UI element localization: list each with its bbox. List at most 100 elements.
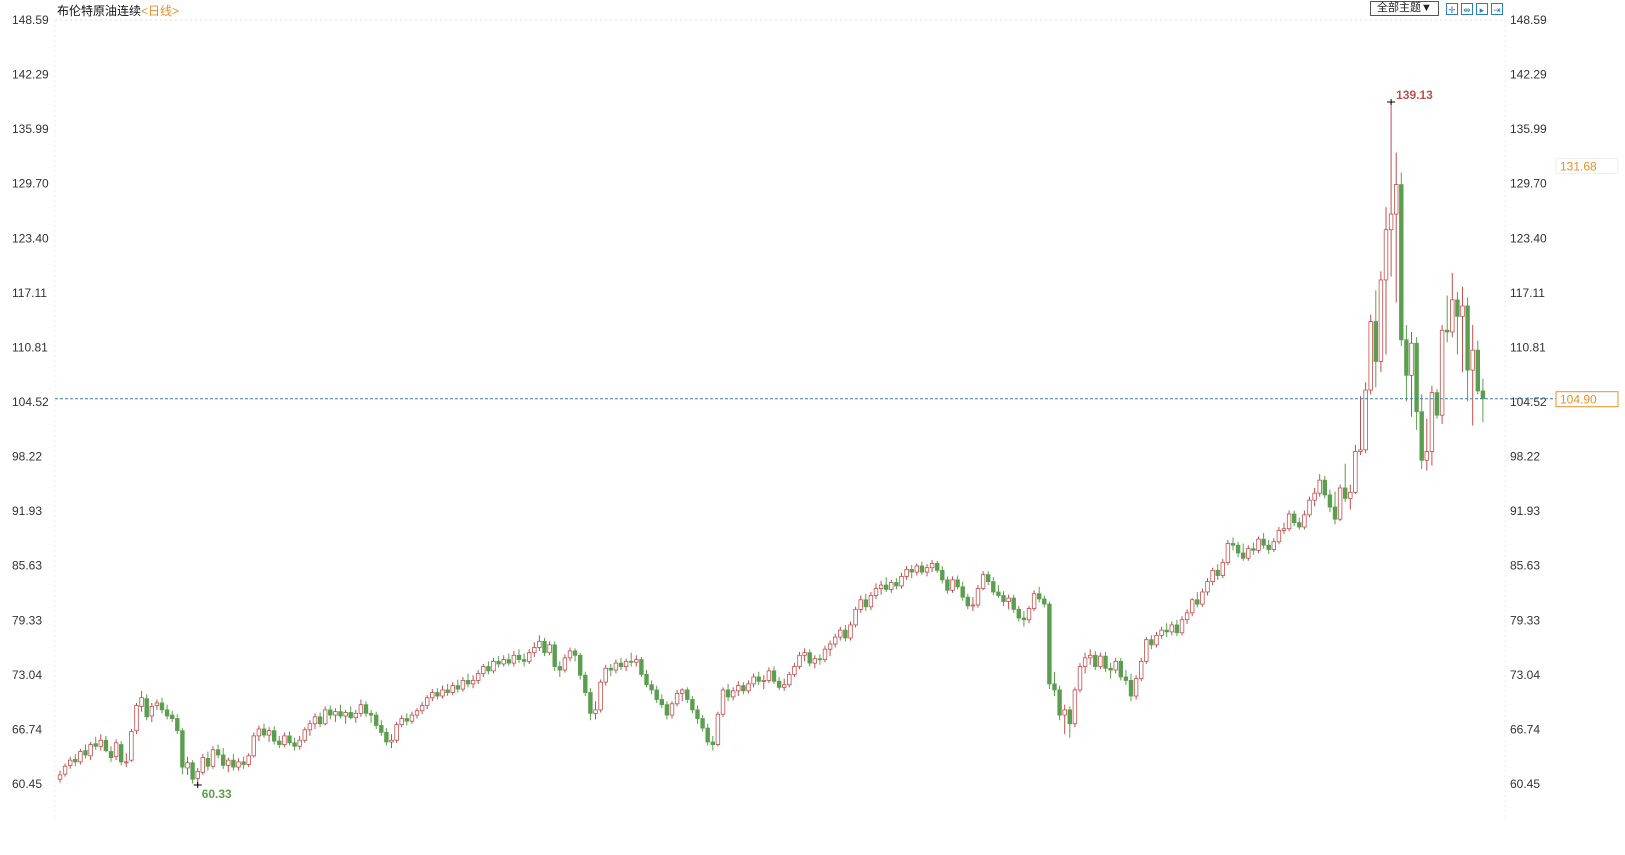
jump-to-end-icon[interactable]: ⇥	[1490, 2, 1503, 15]
candle-body	[1383, 229, 1389, 281]
candle-body	[613, 662, 619, 671]
candle-body	[241, 761, 246, 765]
candle-body	[506, 659, 511, 664]
candle-body	[674, 693, 680, 705]
candle-body	[1128, 680, 1134, 697]
candle-body	[1139, 660, 1144, 680]
candle-body	[261, 728, 267, 736]
candle-body	[1021, 617, 1027, 621]
zoom-range-icon[interactable]: ⇹	[1460, 2, 1473, 15]
high-marker-icon	[1387, 98, 1396, 105]
candle-body	[623, 660, 629, 667]
candle-body	[215, 749, 221, 756]
candle-body	[843, 629, 848, 639]
candle-body	[134, 705, 139, 732]
candle-body	[424, 697, 430, 706]
candle-body	[996, 591, 1001, 596]
candle-body	[1292, 513, 1297, 524]
candle-body	[731, 690, 736, 698]
candle-body	[1475, 349, 1480, 392]
candle-body	[537, 641, 542, 648]
candle-body	[251, 735, 256, 757]
candle-body	[583, 674, 588, 693]
candle-body	[797, 654, 802, 667]
candle-body	[659, 699, 664, 706]
candle-body	[491, 660, 496, 672]
candle-body	[1429, 392, 1435, 452]
candle-body	[827, 643, 833, 650]
period-selector[interactable]: <日线>	[141, 4, 180, 18]
candle-body	[955, 579, 960, 588]
candle-body	[1414, 342, 1419, 413]
candle-body	[761, 680, 766, 682]
candle-body	[868, 595, 874, 608]
candle-body	[1108, 667, 1113, 671]
candle-body	[1164, 629, 1169, 633]
candle-body	[328, 709, 333, 716]
candle-body	[185, 762, 190, 769]
left-tick-label: 123.40	[12, 231, 49, 245]
candle-body	[1465, 305, 1470, 371]
candle-body	[83, 750, 88, 756]
candle-body	[685, 689, 690, 700]
candle-body	[1332, 506, 1338, 520]
candle-body	[991, 581, 996, 593]
left-tick-label: 148.59	[12, 13, 49, 27]
candle-body	[1225, 543, 1231, 563]
candle-body	[1241, 552, 1246, 559]
candle-body	[379, 725, 384, 733]
candle-body	[1460, 305, 1465, 317]
candle-body	[1368, 321, 1373, 391]
candle-body	[720, 689, 726, 715]
candle-body	[404, 718, 409, 722]
candle-body	[980, 574, 986, 589]
high-price-label: 139.13	[1396, 88, 1433, 102]
candle-body	[986, 574, 991, 583]
candle-body	[373, 714, 379, 726]
candle-body	[1149, 639, 1154, 646]
candle-body	[1082, 657, 1088, 667]
candle-body	[1031, 593, 1037, 609]
right-tick-label: 73.04	[1510, 668, 1540, 682]
candle-body	[73, 758, 78, 763]
candle-body	[246, 755, 251, 765]
candle-body	[741, 685, 746, 692]
candle-body	[1230, 543, 1236, 546]
candle-body	[1419, 411, 1424, 461]
candle-body	[629, 660, 634, 663]
right-tick-label: 85.63	[1510, 559, 1540, 573]
candle-body	[950, 579, 955, 591]
candle-body	[838, 629, 843, 638]
candle-body	[965, 596, 970, 607]
instrument-name: 布伦特原油连续	[57, 4, 142, 18]
candle-body	[256, 728, 262, 737]
candle-body	[57, 774, 63, 780]
candle-body	[129, 731, 134, 761]
crosshair-icon[interactable]: ✛	[1445, 2, 1458, 15]
candle-body	[1006, 597, 1011, 602]
candle-body	[1113, 660, 1118, 671]
candle-body	[1322, 479, 1327, 496]
play-forward-icon[interactable]: ▸	[1475, 2, 1488, 15]
candle-body	[149, 706, 154, 717]
candle-body	[210, 749, 216, 767]
left-tick-label: 104.52	[12, 395, 49, 409]
candle-body	[1302, 514, 1307, 528]
candle-body	[348, 712, 353, 719]
candle-body	[608, 667, 613, 671]
candle-body	[848, 624, 853, 639]
right-tick-label: 142.29	[1510, 68, 1547, 82]
theme-dropdown[interactable]: 全部主题▼	[1370, 1, 1439, 16]
current-price-label: 104.90	[1560, 393, 1597, 407]
candle-body	[1404, 339, 1409, 376]
candle-body	[450, 685, 455, 693]
candle-body	[1353, 451, 1358, 493]
candle-body	[1470, 349, 1475, 371]
candle-body	[1154, 634, 1159, 646]
candle-body	[1011, 597, 1016, 610]
left-tick-label: 98.22	[12, 450, 42, 464]
candle-body	[1016, 608, 1021, 619]
candle-body	[919, 565, 925, 573]
candle-body	[93, 743, 98, 747]
